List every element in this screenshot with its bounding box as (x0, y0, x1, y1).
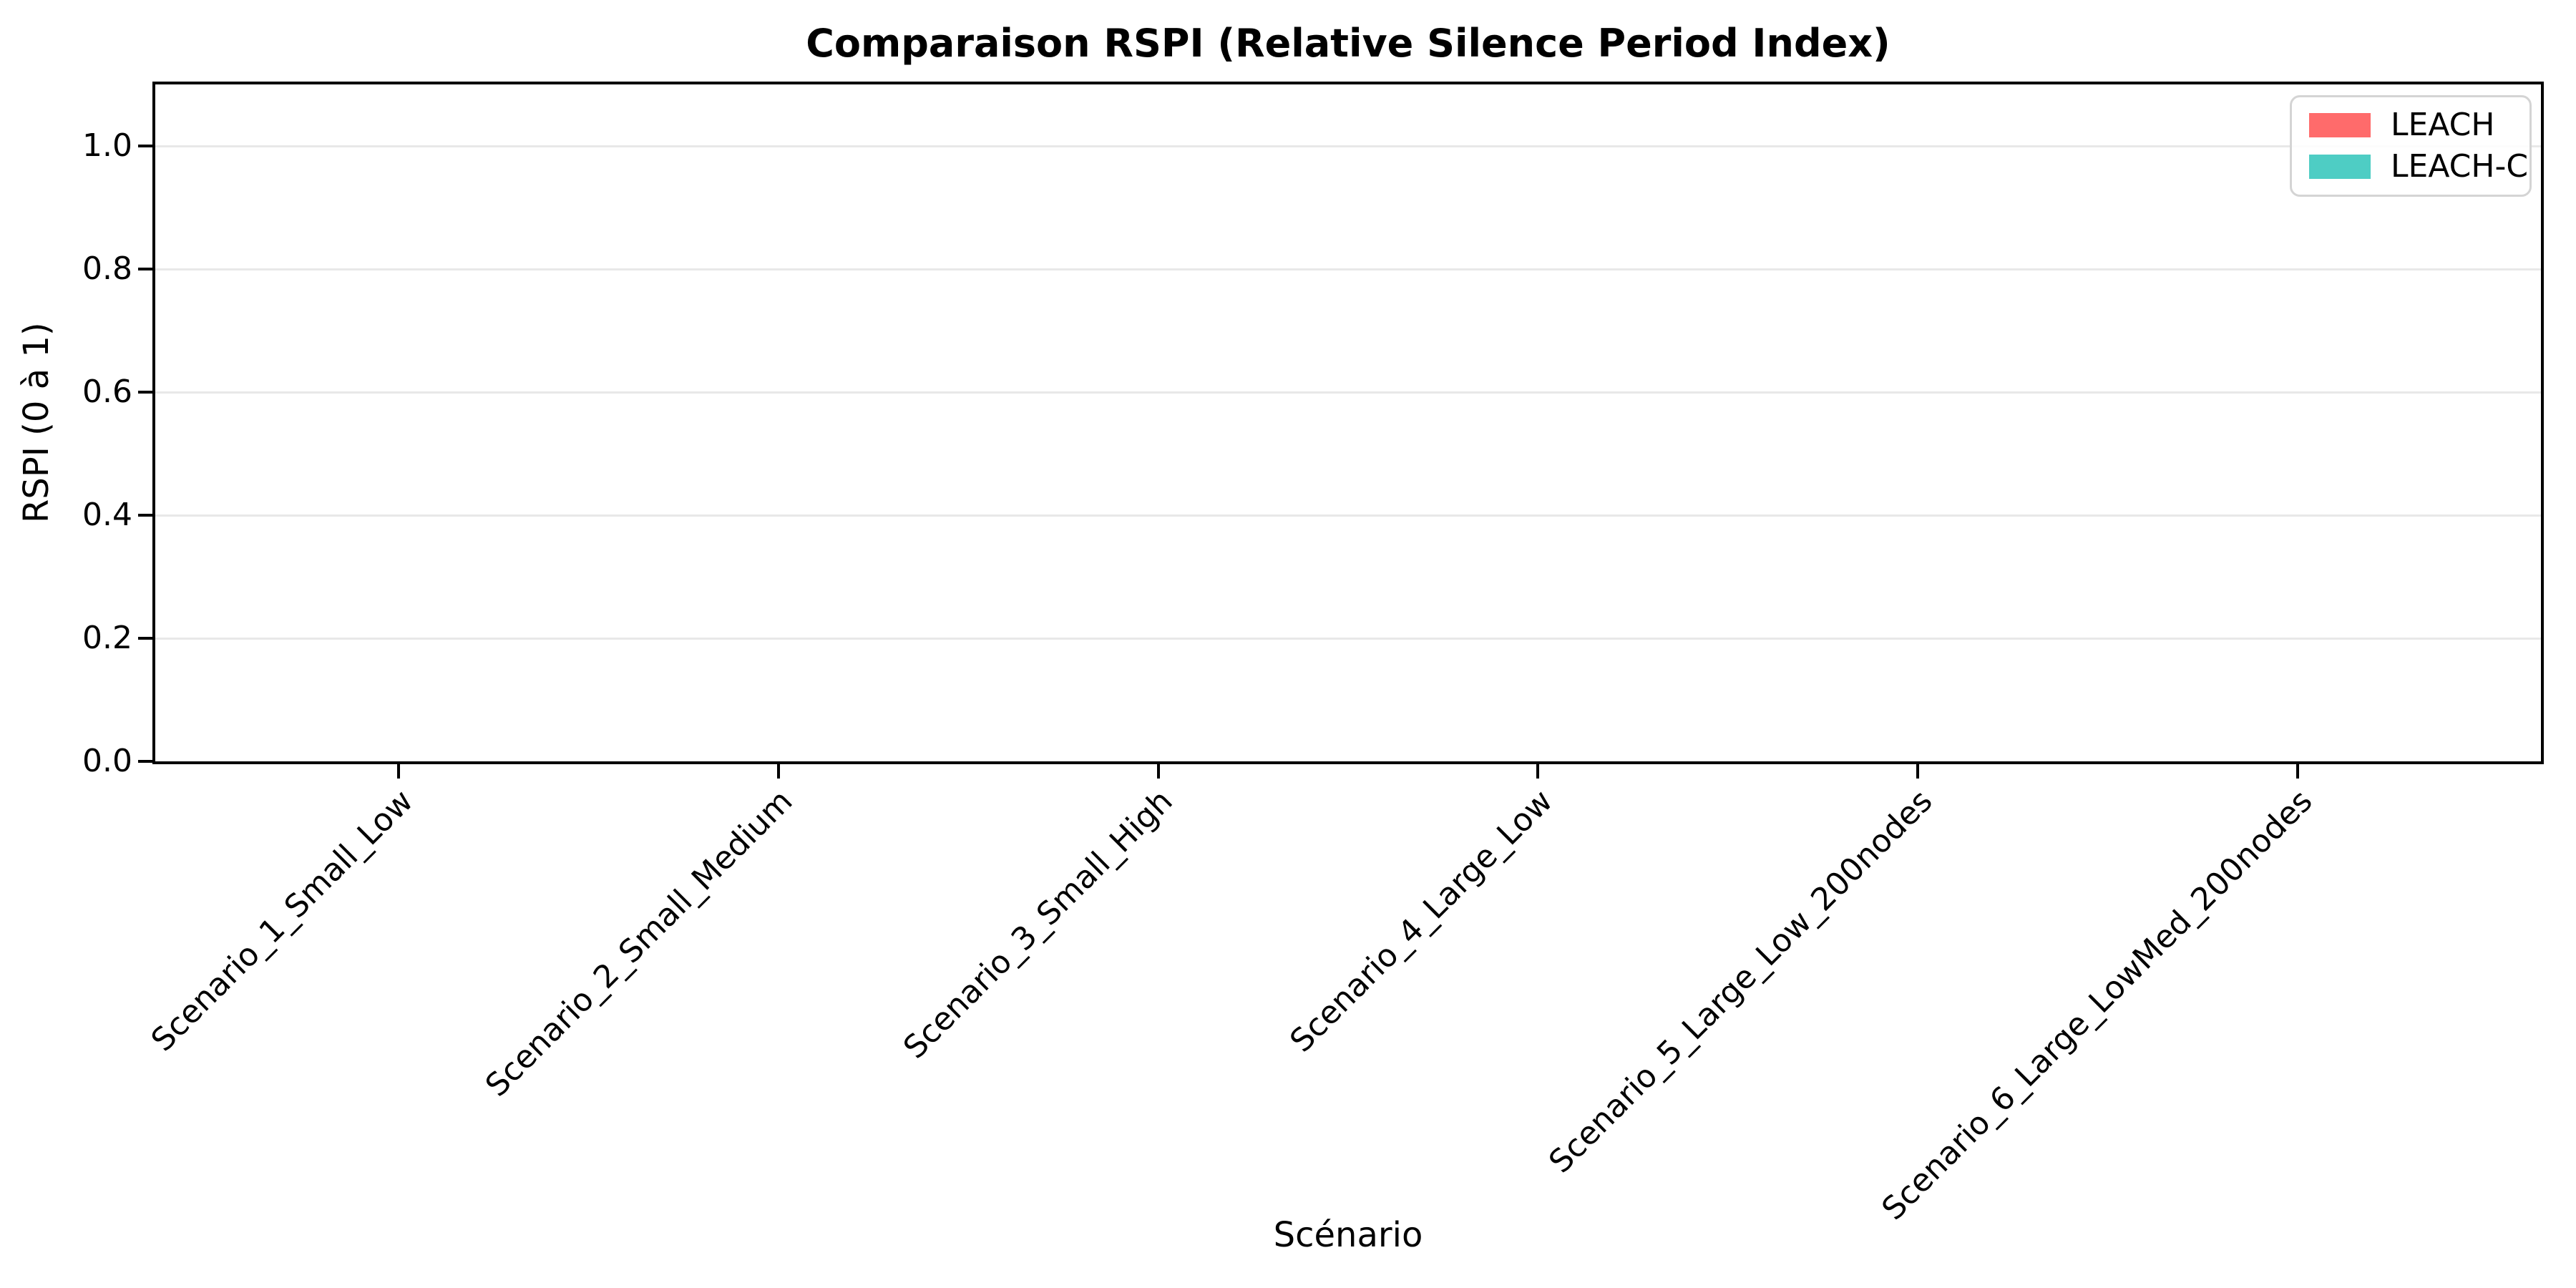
gridline (155, 391, 2541, 394)
legend-label: LEACH-C (2391, 148, 2529, 185)
x-tick-mark (396, 764, 400, 779)
y-tick-label: 1.0 (82, 127, 132, 164)
x-tick-label: Scenario_3_Small_High (896, 783, 1180, 1066)
y-tick-mark (138, 514, 152, 517)
y-tick-mark (138, 391, 152, 394)
y-tick-label: 0.0 (82, 743, 132, 779)
x-tick-mark (2296, 764, 2300, 779)
y-axis-label: RSPI (0 à 1) (16, 322, 57, 524)
x-axis-label: Scénario (1273, 1215, 1423, 1255)
legend-swatch-leach-c (2309, 155, 2371, 179)
y-tick-mark (138, 760, 152, 763)
legend-item-leach-c: LEACH-C (2309, 148, 2528, 185)
y-tick-mark (138, 145, 152, 147)
y-tick-mark (138, 637, 152, 640)
legend: LEACH LEACH-C (2290, 95, 2532, 197)
x-tick-label: Scenario_2_Small_Medium (479, 783, 800, 1104)
plot-area (152, 82, 2544, 764)
gridline (155, 145, 2541, 147)
x-tick-label: Scenario_6_Large_LowMed_200nodes (1875, 783, 2320, 1228)
chart-title: Comparaison RSPI (Relative Silence Perio… (806, 21, 1890, 66)
gridline (155, 268, 2541, 270)
x-tick-label: Scenario_4_Large_Low (1282, 783, 1560, 1060)
x-tick-mark (1536, 764, 1540, 779)
legend-swatch-leach (2309, 113, 2371, 137)
legend-label: LEACH (2391, 107, 2495, 143)
legend-item-leach: LEACH (2309, 107, 2512, 144)
x-tick-mark (1916, 764, 1920, 779)
gridline (155, 514, 2541, 517)
y-tick-label: 0.4 (82, 497, 132, 533)
y-tick-label: 0.8 (82, 250, 132, 287)
y-tick-mark (138, 268, 152, 270)
y-tick-label: 0.6 (82, 374, 132, 410)
x-tick-label: Scenario_5_Large_Low_200nodes (1542, 783, 1940, 1181)
gridline (155, 638, 2541, 640)
x-tick-mark (776, 764, 780, 779)
x-tick-mark (1156, 764, 1160, 779)
legend-rows: LEACH LEACH-C (2309, 104, 2528, 187)
y-tick-label: 0.2 (82, 620, 132, 656)
x-tick-label: Scenario_1_Small_Low (144, 783, 420, 1059)
